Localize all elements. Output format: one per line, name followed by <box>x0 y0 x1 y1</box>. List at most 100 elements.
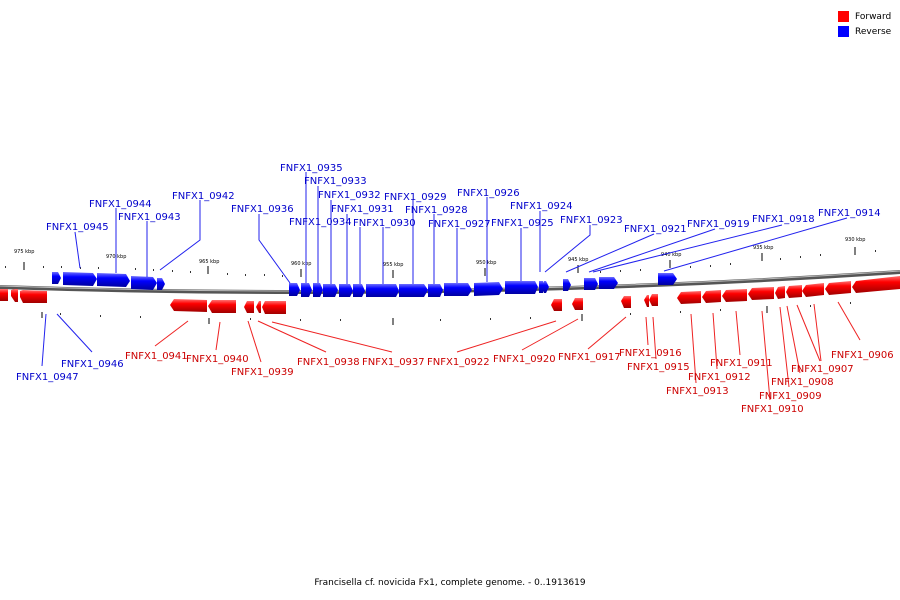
gene-label-fnfx1-0917: FNFX1_0917 <box>558 352 621 363</box>
reverse-gene-feature[interactable] <box>584 278 598 290</box>
gene-label-fnfx1-0908: FNFX1_0908 <box>771 377 834 388</box>
forward-swatch <box>838 11 849 22</box>
legend-reverse[interactable]: Reverse <box>838 24 891 39</box>
ruler-label: 945 kbp <box>568 257 588 263</box>
forward-gene-feature[interactable] <box>677 291 701 304</box>
gene-label-fnfx1-0931: FNFX1_0931 <box>331 204 394 215</box>
reverse-swatch <box>838 26 849 37</box>
forward-gene-feature[interactable] <box>256 301 261 313</box>
reverse-gene-feature[interactable] <box>544 281 549 293</box>
gene-label-fnfx1-0935: FNFX1_0935 <box>280 163 343 174</box>
ruler-label: 975 kbp <box>14 249 34 255</box>
forward-gene-feature[interactable] <box>621 296 631 308</box>
forward-gene-feature[interactable] <box>802 283 824 297</box>
gene-label-fnfx1-0911: FNFX1_0911 <box>710 358 773 369</box>
reverse-gene-feature[interactable] <box>97 273 130 287</box>
forward-gene-feature[interactable] <box>748 287 774 300</box>
forward-labels: FNFX1_0941 FNFX1_0940 FNFX1_0939 FNFX1_0… <box>125 348 894 415</box>
forward-gene-feature[interactable] <box>208 300 236 313</box>
gene-label-fnfx1-0910: FNFX1_0910 <box>741 404 804 415</box>
reverse-gene-feature[interactable] <box>63 272 97 286</box>
ruler-ticks <box>23 247 856 325</box>
reverse-gene-feature[interactable] <box>339 284 353 297</box>
forward-gene-feature[interactable] <box>852 276 900 293</box>
gene-label-fnfx1-0924: FNFX1_0924 <box>510 201 573 212</box>
reverse-gene-feature[interactable] <box>444 283 472 296</box>
reverse-gene-feature[interactable] <box>157 278 165 290</box>
genome-caption: Francisella cf. novicida Fx1, complete g… <box>314 578 586 588</box>
forward-gene-feature[interactable] <box>649 294 658 306</box>
forward-gene-feature[interactable] <box>551 299 562 311</box>
reverse-gene-feature[interactable] <box>52 272 61 284</box>
ruler-label: 930 kbp <box>845 237 865 243</box>
gene-label-fnfx1-0915: FNFX1_0915 <box>627 362 690 373</box>
gene-label-fnfx1-0938: FNFX1_0938 <box>297 357 360 368</box>
gene-label-fnfx1-0916: FNFX1_0916 <box>619 348 682 359</box>
reverse-gene-feature[interactable] <box>366 284 399 297</box>
ruler-label: 955 kbp <box>383 262 403 268</box>
reverse-gene-feature[interactable] <box>323 284 338 297</box>
gene-label-fnfx1-0947: FNFX1_0947 <box>16 372 79 383</box>
reverse-gene-feature[interactable] <box>131 276 157 290</box>
gene-label-fnfx1-0914: FNFX1_0914 <box>818 208 881 219</box>
reverse-gene-feature[interactable] <box>474 282 503 296</box>
gene-label-fnfx1-0912: FNFX1_0912 <box>688 372 751 383</box>
gene-label-fnfx1-0946: FNFX1_0946 <box>61 359 124 370</box>
forward-gene-feature[interactable] <box>825 281 851 295</box>
gene-label-fnfx1-0925: FNFX1_0925 <box>491 218 554 229</box>
ruler-label: 940 kbp <box>661 252 681 258</box>
gene-label-fnfx1-0909: FNFX1_0909 <box>759 391 822 402</box>
gene-label-fnfx1-0939: FNFX1_0939 <box>231 367 294 378</box>
gene-label-fnfx1-0929: FNFX1_0929 <box>384 192 447 203</box>
gene-label-fnfx1-0934: FNFX1_0934 <box>289 217 352 228</box>
forward-gene-feature[interactable] <box>572 298 583 310</box>
reverse-gene-feature[interactable] <box>313 283 323 297</box>
forward-gene-feature[interactable] <box>262 301 286 314</box>
gene-label-fnfx1-0936: FNFX1_0936 <box>231 204 294 215</box>
reverse-gene-feature[interactable] <box>353 284 365 297</box>
gene-label-fnfx1-0942: FNFX1_0942 <box>172 191 235 202</box>
gene-label-fnfx1-0919: FNFX1_0919 <box>687 219 750 230</box>
ruler-label: 950 kbp <box>476 260 496 266</box>
gene-label-fnfx1-0930: FNFX1_0930 <box>353 218 416 229</box>
forward-gene-feature[interactable] <box>20 290 47 303</box>
gene-label-fnfx1-0943: FNFX1_0943 <box>118 212 181 223</box>
gene-label-fnfx1-0923: FNFX1_0923 <box>560 215 623 226</box>
gene-label-fnfx1-0913: FNFX1_0913 <box>666 386 729 397</box>
forward-gene-feature[interactable] <box>11 289 18 302</box>
reverse-gene-feature[interactable] <box>428 284 443 297</box>
forward-gene-feature[interactable] <box>170 299 207 312</box>
ruler-label: 935 kbp <box>753 245 773 251</box>
gene-label-fnfx1-0907: FNFX1_0907 <box>791 364 854 375</box>
reverse-gene-feature[interactable] <box>658 273 677 285</box>
reverse-gene-feature[interactable] <box>505 281 538 294</box>
legend-forward[interactable]: Forward <box>838 9 891 24</box>
legend-forward-label: Forward <box>855 11 892 22</box>
forward-gene-feature[interactable] <box>644 295 649 307</box>
reverse-gene-feature[interactable] <box>599 277 618 289</box>
forward-gene-feature[interactable] <box>244 301 254 313</box>
forward-gene-feature[interactable] <box>702 290 721 303</box>
gene-label-fnfx1-0921: FNFX1_0921 <box>624 224 687 235</box>
forward-leaders <box>154 301 861 401</box>
gene-label-fnfx1-0926: FNFX1_0926 <box>457 188 520 199</box>
reverse-gene-feature[interactable] <box>289 283 300 296</box>
gene-label-fnfx1-0933: FNFX1_0933 <box>304 176 367 187</box>
reverse-gene-feature[interactable] <box>399 284 428 297</box>
gene-label-fnfx1-0932: FNFX1_0932 <box>318 190 381 201</box>
gene-label-fnfx1-0941: FNFX1_0941 <box>125 351 188 362</box>
gene-label-fnfx1-0922: FNFX1_0922 <box>427 357 490 368</box>
ruler-minor-ticks <box>5 250 876 321</box>
reverse-gene-feature[interactable] <box>301 283 312 297</box>
forward-gene-feature[interactable] <box>0 289 8 301</box>
reverse-leaders <box>41 172 848 367</box>
forward-gene-feature[interactable] <box>775 286 785 299</box>
legend: Forward Reverse <box>838 9 891 39</box>
reverse-labels: FNFX1_0935 FNFX1_0933 FNFX1_0932 FNFX1_0… <box>16 163 881 383</box>
ruler-label: 960 kbp <box>291 261 311 267</box>
forward-gene-feature[interactable] <box>786 285 802 298</box>
gene-label-fnfx1-0937: FNFX1_0937 <box>362 357 425 368</box>
reverse-gene-feature[interactable] <box>563 279 571 291</box>
forward-gene-feature[interactable] <box>722 289 747 302</box>
